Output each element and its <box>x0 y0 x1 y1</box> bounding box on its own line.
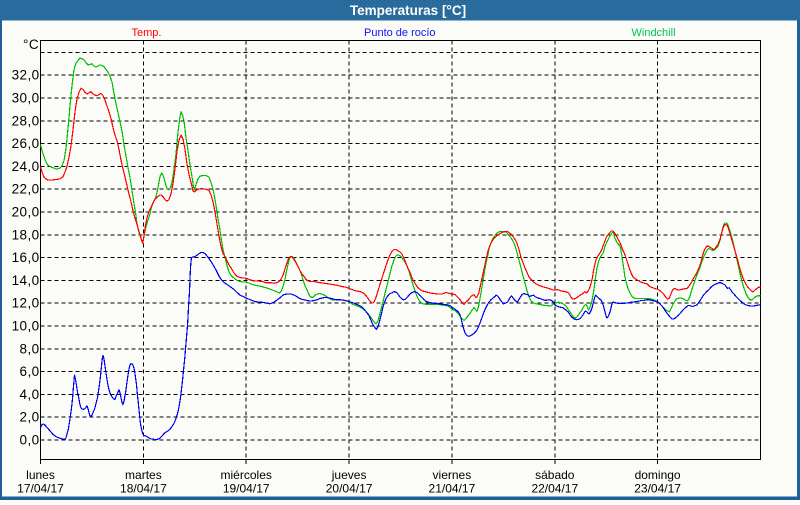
svg-text:26,0: 26,0 <box>12 136 40 151</box>
svg-text:17/04/17: 17/04/17 <box>17 482 64 496</box>
svg-text:4,0: 4,0 <box>20 387 40 402</box>
svg-text:30,0: 30,0 <box>12 91 40 106</box>
svg-text:18,0: 18,0 <box>12 227 40 242</box>
svg-text:jueves: jueves <box>331 468 367 482</box>
svg-text:Windchill: Windchill <box>632 27 676 39</box>
svg-text:2,0: 2,0 <box>20 410 40 425</box>
svg-text:21/04/17: 21/04/17 <box>429 482 476 496</box>
svg-text:lunes: lunes <box>26 468 55 482</box>
svg-text:12,0: 12,0 <box>12 296 40 311</box>
svg-text:23/04/17: 23/04/17 <box>634 482 681 496</box>
svg-text:martes: martes <box>125 468 162 482</box>
svg-text:22/04/17: 22/04/17 <box>531 482 578 496</box>
svg-text:viernes: viernes <box>433 468 472 482</box>
svg-text:16,0: 16,0 <box>12 250 40 265</box>
svg-text:domingo: domingo <box>635 468 681 482</box>
svg-text:14,0: 14,0 <box>12 273 40 288</box>
svg-text:Temp.: Temp. <box>132 27 162 39</box>
svg-text:28,0: 28,0 <box>12 113 40 128</box>
svg-text:miércoles: miércoles <box>221 468 272 482</box>
svg-text:24,0: 24,0 <box>12 159 40 174</box>
svg-text:10,0: 10,0 <box>12 319 40 334</box>
svg-text:°C: °C <box>23 37 39 52</box>
svg-text:20,0: 20,0 <box>12 205 40 220</box>
svg-text:18/04/17: 18/04/17 <box>120 482 167 496</box>
svg-text:19/04/17: 19/04/17 <box>223 482 270 496</box>
svg-text:0,0: 0,0 <box>20 433 40 448</box>
svg-text:Temperaturas [°C]: Temperaturas [°C] <box>350 3 466 18</box>
svg-text:32,0: 32,0 <box>12 68 40 83</box>
svg-text:20/04/17: 20/04/17 <box>326 482 373 496</box>
svg-text:sábado: sábado <box>535 468 575 482</box>
svg-text:Punto de rocío: Punto de rocío <box>364 27 436 39</box>
svg-text:8,0: 8,0 <box>20 341 40 356</box>
svg-text:22,0: 22,0 <box>12 182 40 197</box>
svg-text:6,0: 6,0 <box>20 364 40 379</box>
